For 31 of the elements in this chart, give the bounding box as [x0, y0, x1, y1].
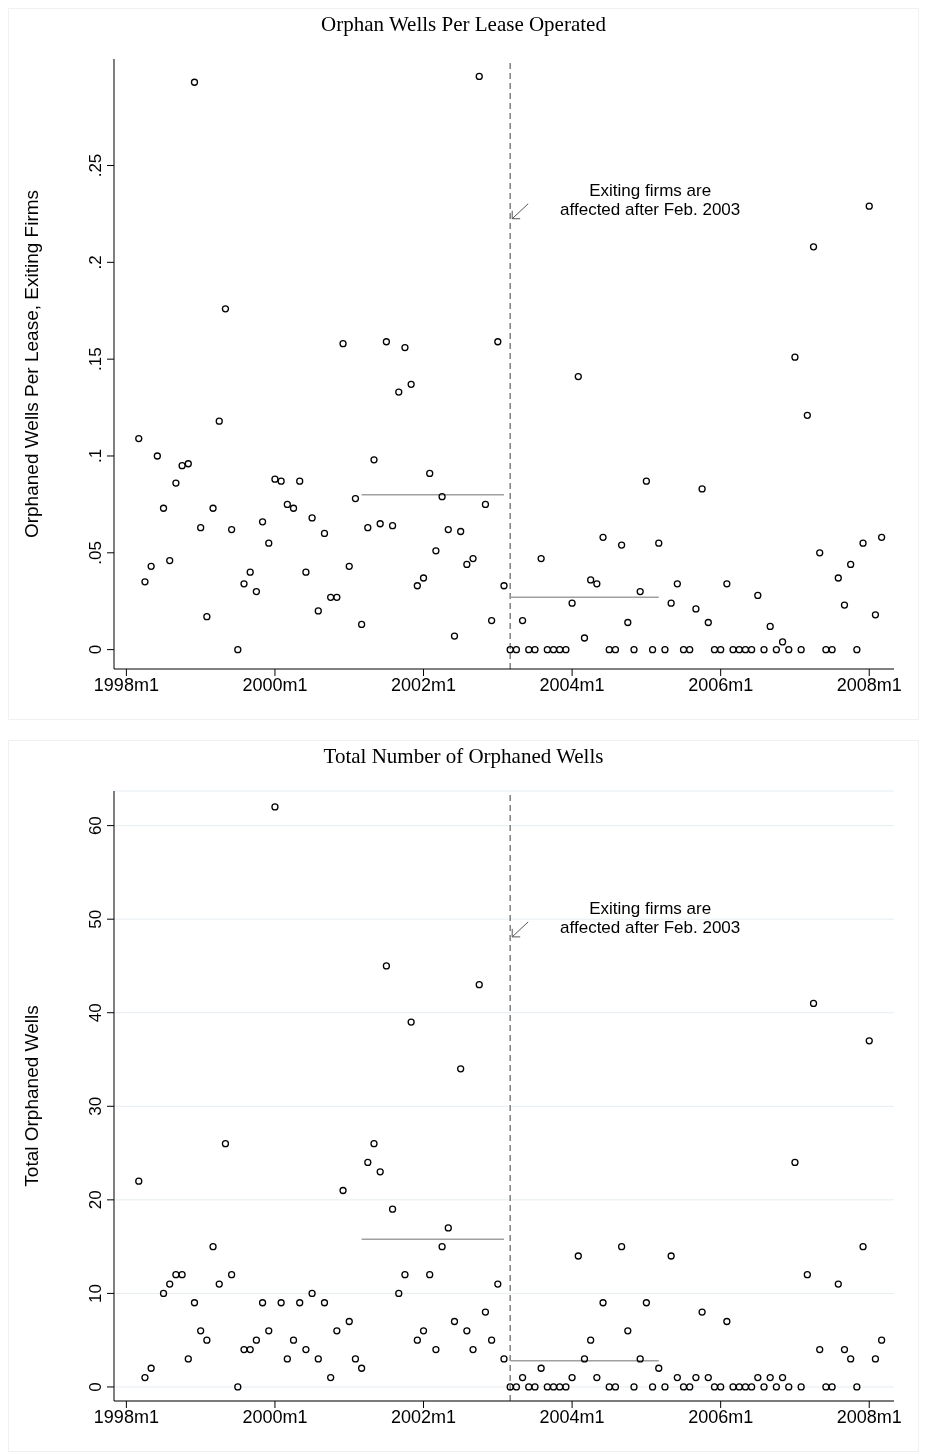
x-tick-label: 2002m1 [390, 1406, 457, 1427]
y-tick-label: .15 [86, 347, 105, 371]
x-tick-label: 2004m1 [539, 674, 605, 695]
chart-title: Total Number of Orphaned Wells [322, 743, 605, 770]
y-tick-label: 60 [86, 816, 105, 836]
x-tick-label: 2008m1 [836, 674, 902, 695]
y-tick-label: 0 [86, 1382, 105, 1392]
y-tick-label: .2 [86, 255, 105, 270]
y-axis-title: Total Orphaned Wells [20, 1005, 42, 1187]
y-tick-label: 0 [86, 644, 105, 655]
y-tick-label: 20 [86, 1190, 105, 1210]
x-tick-label: 2000m1 [242, 1406, 308, 1427]
y-tick-label: .05 [86, 540, 105, 565]
y-tick-label: 40 [86, 1003, 105, 1023]
y-axis-title: Orphaned Wells Per Lease, Exiting Firms [20, 189, 42, 539]
y-tick-label: 10 [86, 1283, 105, 1303]
chart-title: Orphan Wells Per Lease Operated [320, 11, 607, 38]
y-tick-label: 30 [86, 1096, 105, 1116]
x-tick-label: 2002m1 [390, 674, 457, 695]
annotation: Exiting firms are affected after Feb. 2003 [560, 898, 741, 937]
y-tick-label: .25 [86, 153, 105, 178]
y-tick-label: .1 [86, 448, 105, 464]
annotation: Exiting firms are affected after Feb. 2003 [560, 180, 741, 219]
x-tick-label: 1998m1 [93, 1406, 159, 1427]
y-tick-label: 50 [86, 909, 105, 929]
x-tick-label: 1998m1 [93, 674, 159, 695]
x-tick-label: 2004m1 [539, 1406, 605, 1427]
x-tick-label: 2006m1 [688, 674, 754, 695]
x-tick-label: 2006m1 [688, 1406, 754, 1427]
x-tick-label: 2008m1 [836, 1406, 902, 1427]
x-tick-label: 2000m1 [242, 674, 308, 695]
